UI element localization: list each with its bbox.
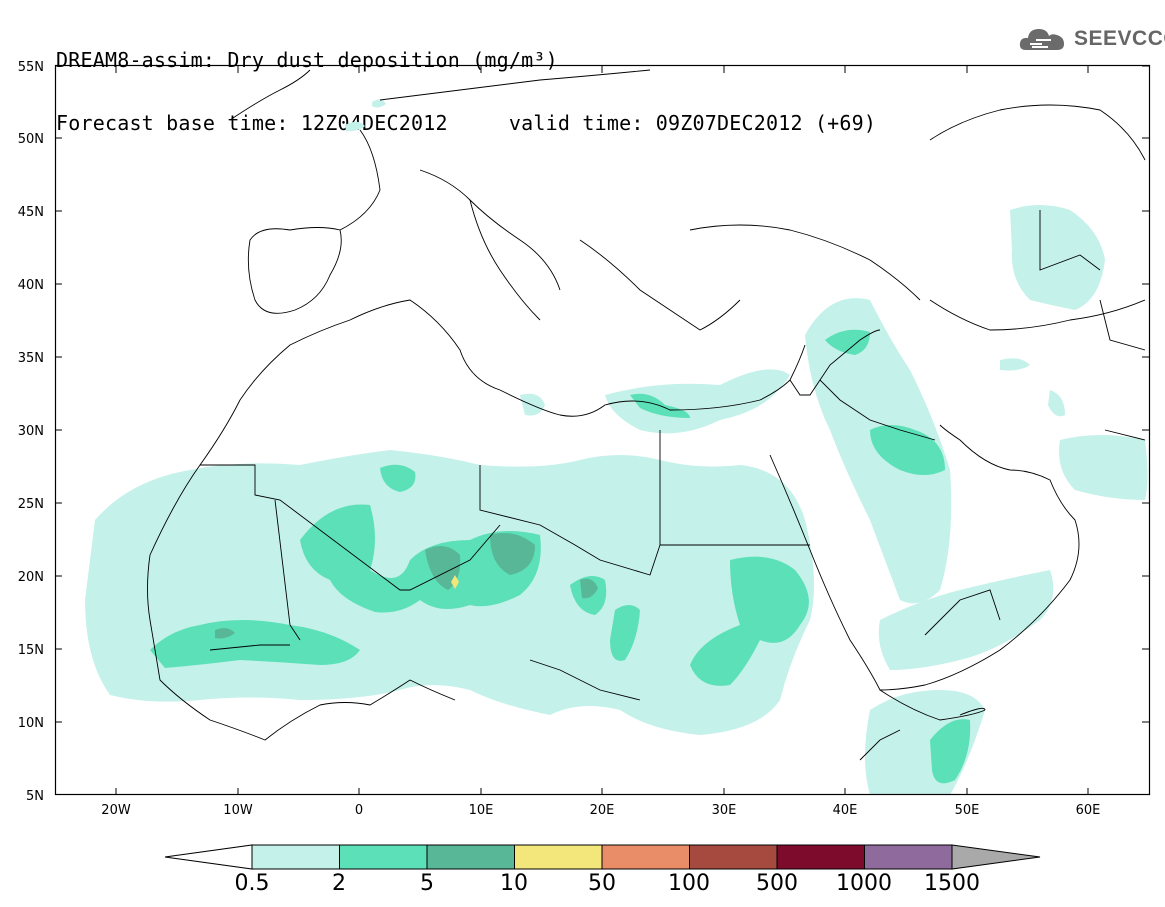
map-title: DREAM8-assim: Dry dust deposition (mg/m³… — [56, 8, 876, 155]
dust-shading-0-5 — [85, 99, 1148, 795]
lon-label: 30E — [712, 803, 737, 818]
dust-shading-5 — [215, 532, 598, 639]
lon-label: 60E — [1076, 803, 1101, 818]
lon-ticks — [115, 66, 1089, 795]
colorbar-label: 10 — [500, 871, 528, 896]
colorbar-cell — [601, 844, 690, 870]
colorbar: 0.5 2 5 10 50 100 500 1000 1500 — [164, 844, 1041, 896]
colorbar-cell — [864, 844, 953, 870]
dust-max-spot — [451, 575, 459, 589]
coastlines-borders — [147, 69, 1146, 761]
lat-label: 50N — [18, 132, 44, 147]
lat-label: 5N — [26, 789, 44, 804]
lon-labels: 20W 10W 0 10E 20E 30E 40E 50E 60E — [101, 803, 1100, 818]
lon-label: 0 — [355, 803, 363, 818]
colorbar-label: 50 — [588, 871, 616, 896]
colorbar-cell — [514, 844, 603, 870]
lat-label: 20N — [18, 570, 44, 585]
colorbar-label: 500 — [756, 871, 798, 896]
title-line-2: Forecast base time: 12Z04DEC2012 valid t… — [56, 111, 877, 135]
colorbar-cell — [339, 844, 428, 870]
lat-label: 15N — [18, 643, 44, 658]
colorbar-label: 0.5 — [235, 871, 270, 896]
colorbar-cell — [251, 844, 340, 870]
colorbar-label: 2 — [332, 871, 346, 896]
logo-text: SEEVCCC — [1074, 27, 1165, 50]
seevccc-logo: SEEVCCC — [1018, 22, 1165, 56]
dust-shading-2 — [150, 329, 971, 784]
lat-label: 35N — [18, 351, 44, 366]
colorbar-cell — [776, 844, 865, 870]
colorbar-cells — [251, 844, 953, 870]
lat-ticks — [55, 65, 1149, 723]
lon-label: 40E — [833, 803, 858, 818]
lon-label: 10E — [469, 803, 494, 818]
colorbar-right-triangle — [951, 844, 1041, 870]
colorbar-label: 1500 — [924, 871, 980, 896]
colorbar-label: 1000 — [836, 871, 892, 896]
lat-label: 55N — [18, 60, 44, 75]
lat-labels: 55N 50N 45N 40N 35N 30N 25N 20N 15N 10N … — [18, 60, 44, 804]
lat-label: 45N — [18, 205, 44, 220]
lat-label: 10N — [18, 716, 44, 731]
colorbar-label: 5 — [420, 871, 434, 896]
colorbar-label: 100 — [668, 871, 710, 896]
lon-label: 20W — [101, 803, 131, 818]
colorbar-cell — [426, 844, 515, 870]
lat-label: 40N — [18, 278, 44, 293]
colorbar-cell — [689, 844, 778, 870]
lon-label: 10W — [223, 803, 253, 818]
cloud-logo-icon — [1019, 29, 1064, 50]
colorbar-left-triangle — [164, 844, 253, 870]
lon-label: 50E — [955, 803, 980, 818]
lat-label: 30N — [18, 424, 44, 439]
lat-label: 25N — [18, 497, 44, 512]
lon-label: 20E — [590, 803, 615, 818]
